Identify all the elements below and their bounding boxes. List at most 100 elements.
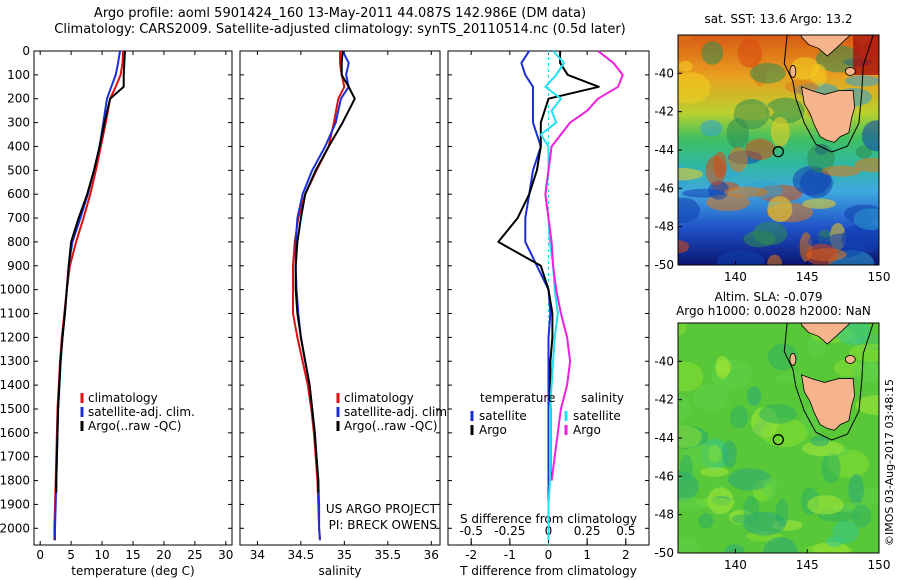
field-patch [729,405,749,429]
x-axis-label: temperature (deg C) [71,564,194,578]
field-patch [853,208,879,231]
field-patch [821,165,861,177]
pi-annotation: PI: BRECK OWENS [329,518,437,532]
legend-label: Argo(..raw -QC) [88,419,181,433]
x-tick-label: 0 [545,548,553,562]
lat-tick-label: -50 [654,258,674,272]
field-patch [678,197,700,223]
imos-credit: ©IMOS 03-Aug-2017 03:48:15 [883,379,896,546]
lat-tick-label: -40 [654,354,674,368]
field-patch [849,343,879,362]
mainland-land [801,35,859,57]
field-patch [678,361,704,392]
lat-tick-label: -44 [654,143,674,157]
lat-tick-label: -42 [654,105,674,119]
lon-tick-label: 145 [796,558,819,572]
king-island [789,353,797,366]
field-patch [728,468,772,491]
field-patch [680,454,693,482]
temperature-profile-frame [33,50,233,546]
field-patch [743,230,776,248]
field-patch [743,496,760,524]
field-patch [728,146,748,173]
lon-tick-label: 140 [724,558,747,572]
depth-tick-label: 0 [22,44,30,58]
lat-tick-label: -40 [654,66,674,80]
lat-tick-label: -42 [654,393,674,407]
depth-tick-label: 1300 [0,354,30,368]
profile-location-marker [772,434,784,446]
x-tick-label: 30 [218,548,233,562]
depth-tick-label: 100 [7,68,30,82]
field-patch [821,452,841,484]
figure-title-line-2: Climatology: CARS2009. Satellite-adjuste… [54,22,626,37]
field-patch [758,404,797,424]
tasmania-land [800,374,855,431]
field-patch [733,99,770,130]
x-tick-label: 25 [187,548,202,562]
field-patch [724,544,745,553]
x-tick-label: 36 [424,548,439,562]
lat-tick-label: -46 [654,469,674,483]
sst-map-panel: 140 145 150 -40 -42 -44 -46 -48 -50 sat. SST: 13.… [654,12,890,284]
field-patch [715,355,730,380]
legend-label: climatology [344,391,414,405]
field-patch [737,38,763,68]
field-patch [851,504,872,528]
warm-patch [853,35,879,75]
field-patch [682,444,724,468]
field-patch [861,120,879,152]
x-axis-label: T difference from climatology [459,564,637,578]
field-patch [763,537,798,553]
depth-tick-label: 1400 [0,378,30,392]
field-patch [749,62,786,84]
legend-label: climatology [88,391,158,405]
depth-tick-label: 1600 [0,426,30,440]
x-tick-label: 2 [622,548,630,562]
x-tick-label: 34 [250,548,265,562]
temperature-profile-panel: 0100200300400500600700800900100011001200… [0,44,233,578]
field-patch [825,536,843,547]
field-patch [678,60,693,72]
field-patch [807,143,835,173]
field-patch [678,536,701,553]
flinders-island [844,67,856,76]
king-island [789,65,797,78]
difference-profile-panel: -2 -1 0 1 2 T difference from climatology -0.5… [447,50,650,578]
lat-tick-label: -44 [654,431,674,445]
x-tick-label: -1 [504,548,516,562]
field-patch [804,544,853,553]
field-patch [855,145,873,159]
sla-map-title-line-2: Argo h1000: 0.0028 h2000: NaN [676,304,871,318]
field-patch [724,186,768,198]
s-diff-tick-label: -0.25 [494,524,525,538]
series-line-salinity-argo [544,50,624,481]
lon-tick-label: 145 [796,270,819,284]
x-tick-label: 15 [125,548,140,562]
field-patch [708,180,730,200]
field-patch [678,35,693,42]
profile-location-marker [772,146,784,158]
depth-tick-label: 500 [7,163,30,177]
field-patch [770,117,790,147]
salinity-profile-frame [239,50,441,546]
field-patch [807,495,844,515]
field-patch [854,157,879,173]
field-patch [698,512,714,529]
sla-map-field [678,323,879,553]
field-patch [746,386,762,407]
lon-tick-label: 150 [868,558,891,572]
lat-tick-label: -48 [654,220,674,234]
field-patch [678,497,707,512]
shelf-contour [783,35,874,153]
series-line-temperature-satellite [520,50,552,541]
shelf-contour [783,323,874,441]
field-patch [678,395,690,421]
depth-tick-label: 1800 [0,474,30,488]
depth-tick-label: 1200 [0,330,30,344]
field-patch [699,466,729,477]
figure-title-line-1: Argo profile: aoml 5901424_160 13-May-20… [93,6,587,21]
series-line-argo-raw-qc [55,50,126,493]
legend-label: satellite [479,409,527,423]
